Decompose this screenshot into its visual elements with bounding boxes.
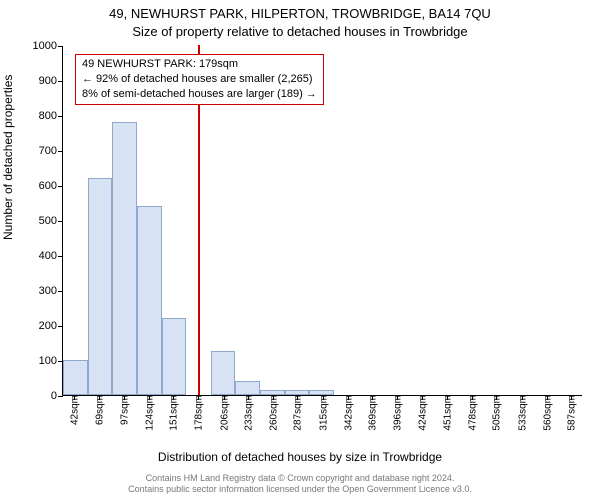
histogram-bar [63, 360, 88, 395]
annotation-line: 49 NEWHURST PARK: 179sqm [82, 57, 317, 72]
annotation-line: 8% of semi-detached houses are larger (1… [82, 87, 317, 102]
title-line1: 49, NEWHURST PARK, HILPERTON, TROWBRIDGE… [0, 6, 600, 21]
histogram-bar [88, 178, 113, 395]
y-tick-label: 300 [39, 285, 63, 297]
histogram-bar [285, 390, 310, 395]
x-tick-label: 424sqm [416, 395, 429, 431]
y-tick-label: 100 [39, 355, 63, 367]
y-tick-label: 700 [39, 145, 63, 157]
x-tick-label: 124sqm [142, 395, 155, 431]
x-axis-label: Distribution of detached houses by size … [0, 450, 600, 464]
footer-line2: Contains public sector information licen… [0, 484, 600, 496]
y-tick-label: 0 [51, 390, 63, 402]
x-tick-label: 151sqm [167, 395, 180, 431]
histogram-bar [309, 390, 334, 395]
histogram-bar [260, 390, 285, 395]
x-tick-label: 287sqm [291, 395, 304, 431]
x-tick-label: 587sqm [565, 395, 578, 431]
title-line2: Size of property relative to detached ho… [0, 24, 600, 39]
footer-attribution: Contains HM Land Registry data © Crown c… [0, 473, 600, 496]
y-tick-label: 200 [39, 320, 63, 332]
y-tick-label: 600 [39, 180, 63, 192]
x-tick-label: 451sqm [441, 395, 454, 431]
histogram-bar [112, 122, 137, 395]
x-tick-label: 369sqm [366, 395, 379, 431]
y-tick-label: 800 [39, 110, 63, 122]
x-tick-label: 533sqm [515, 395, 528, 431]
y-axis-label: Number of detached properties [1, 75, 15, 240]
x-tick-label: 42sqm [67, 395, 80, 425]
x-tick-label: 97sqm [118, 395, 131, 425]
x-tick-label: 233sqm [242, 395, 255, 431]
y-tick-label: 900 [39, 75, 63, 87]
footer-line1: Contains HM Land Registry data © Crown c… [0, 473, 600, 485]
y-tick-label: 500 [39, 215, 63, 227]
x-tick-label: 260sqm [266, 395, 279, 431]
annotation-line: ← 92% of detached houses are smaller (2,… [82, 72, 317, 87]
histogram-bar [211, 351, 236, 395]
x-tick-label: 505sqm [490, 395, 503, 431]
x-tick-label: 206sqm [217, 395, 230, 431]
y-tick-label: 400 [39, 250, 63, 262]
chart-plot-area: 0100200300400500600700800900100042sqm69s… [62, 46, 582, 396]
y-tick-label: 1000 [33, 40, 63, 52]
histogram-bar [137, 206, 162, 395]
histogram-bar [235, 381, 260, 395]
x-tick-label: 69sqm [92, 395, 105, 425]
x-tick-label: 342sqm [341, 395, 354, 431]
histogram-bar [162, 318, 187, 395]
x-tick-label: 178sqm [192, 395, 205, 431]
annotation-box: 49 NEWHURST PARK: 179sqm← 92% of detache… [75, 54, 324, 105]
x-tick-label: 315sqm [317, 395, 330, 431]
x-tick-label: 396sqm [390, 395, 403, 431]
x-tick-label: 478sqm [465, 395, 478, 431]
x-tick-label: 560sqm [540, 395, 553, 431]
